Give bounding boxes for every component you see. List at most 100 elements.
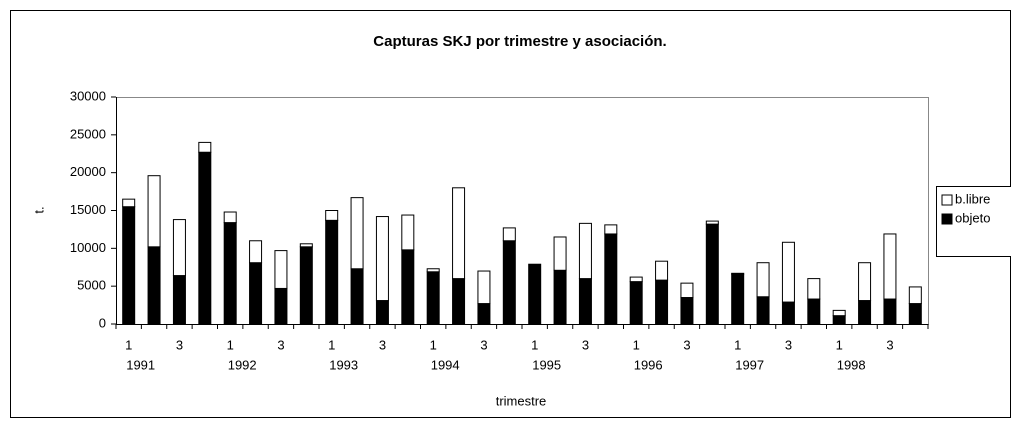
x-tick-label: 3 xyxy=(277,337,284,352)
x-tick-label: 3 xyxy=(683,337,690,352)
bar-segment xyxy=(832,315,846,325)
bar-segment xyxy=(858,262,872,302)
bar-segment xyxy=(832,309,846,317)
y-tick-label: 5000 xyxy=(77,278,106,293)
x-tick-label: 3 xyxy=(379,337,386,352)
bar-segment xyxy=(274,287,288,325)
bar-segment xyxy=(249,262,263,325)
bar-segment xyxy=(807,278,821,300)
bar-segment xyxy=(680,297,694,325)
bar-segment xyxy=(604,233,618,325)
y-tick-label: 30000 xyxy=(70,88,106,103)
bar-segment xyxy=(401,249,415,325)
legend-swatch xyxy=(941,213,953,225)
year-label: 1992 xyxy=(228,357,257,372)
x-tick-label: 3 xyxy=(582,337,589,352)
x-tick-label: 1 xyxy=(430,337,437,352)
bar-segment xyxy=(452,187,466,280)
bar-segment xyxy=(223,222,237,325)
bar-segment xyxy=(350,197,364,270)
year-label: 1998 xyxy=(837,357,866,372)
bar-segment xyxy=(325,210,339,221)
year-label: 1991 xyxy=(126,357,155,372)
y-tick-label: 25000 xyxy=(70,126,106,141)
bar-segment xyxy=(655,260,669,281)
bar-segment xyxy=(198,151,212,325)
bar-segment xyxy=(883,233,897,300)
bar-segment xyxy=(122,206,136,325)
bar-segment xyxy=(375,300,389,325)
bar-segment xyxy=(172,219,186,277)
x-tick-label: 1 xyxy=(633,337,640,352)
bar-segment xyxy=(908,286,922,305)
bar-segment xyxy=(477,270,491,305)
bar-segment xyxy=(781,241,795,303)
bar-segment xyxy=(908,303,922,325)
bar-segment xyxy=(807,298,821,325)
x-tick-label: 3 xyxy=(176,337,183,352)
bar-segment xyxy=(705,223,719,325)
x-tick-label: 1 xyxy=(328,337,335,352)
x-tick-label: 3 xyxy=(785,337,792,352)
bar-segment xyxy=(655,279,669,325)
bar-segment xyxy=(350,268,364,325)
bar-segment xyxy=(731,273,745,325)
bar-segment xyxy=(553,236,567,271)
bar-segment xyxy=(299,246,313,325)
bar-segment xyxy=(756,296,770,325)
chart-title: Capturas SKJ por trimestre y asociación. xyxy=(373,33,666,50)
bar-segment xyxy=(198,141,212,153)
y-tick-label: 20000 xyxy=(70,164,106,179)
legend-label: b.libre xyxy=(955,191,990,206)
x-tick-label: 3 xyxy=(886,337,893,352)
bar-segment xyxy=(375,216,389,302)
bar-segment xyxy=(452,278,466,325)
bar-segment xyxy=(426,271,440,325)
year-label: 1997 xyxy=(735,357,764,372)
bar-segment xyxy=(502,240,516,325)
bar-segment xyxy=(883,298,897,325)
y-tick-label: 10000 xyxy=(70,240,106,255)
bar-segment xyxy=(223,211,237,224)
bar-segment xyxy=(629,276,643,283)
bar-segment xyxy=(604,224,618,235)
bar-segment xyxy=(426,268,440,273)
x-axis-label: trimestre xyxy=(496,393,547,408)
y-tick-label: 0 xyxy=(99,315,106,330)
bar-segment xyxy=(731,272,745,275)
x-tick-label: 1 xyxy=(227,337,234,352)
bar-segment xyxy=(705,220,719,225)
x-tick-label: 1 xyxy=(125,337,132,352)
bar-segment xyxy=(858,300,872,325)
bar-segment xyxy=(274,250,288,289)
bar-segment xyxy=(629,281,643,325)
x-tick-label: 1 xyxy=(836,337,843,352)
plot-area xyxy=(116,97,929,325)
bar-segment xyxy=(325,219,339,325)
bar-segment xyxy=(756,262,770,298)
year-label: 1993 xyxy=(329,357,358,372)
legend-label: objeto xyxy=(955,210,990,225)
x-tick-label: 3 xyxy=(480,337,487,352)
bar-segment xyxy=(680,282,694,299)
bar-segment xyxy=(502,227,516,242)
bar-segment xyxy=(122,198,136,208)
bar-segment xyxy=(477,303,491,325)
bar-segment xyxy=(249,240,263,264)
legend-swatch xyxy=(941,194,953,206)
bar-segment xyxy=(147,246,161,325)
bar-segment xyxy=(172,275,186,325)
bar-segment xyxy=(578,222,592,280)
bar-segment xyxy=(553,269,567,325)
x-tick-label: 1 xyxy=(531,337,538,352)
bar-segment xyxy=(401,214,415,251)
bar-segment xyxy=(299,243,313,248)
year-label: 1995 xyxy=(532,357,561,372)
bar-segment xyxy=(781,301,795,325)
y-tick-label: 15000 xyxy=(70,202,106,217)
bar-segment xyxy=(578,278,592,325)
y-axis-label: t. xyxy=(31,206,46,213)
bar-segment xyxy=(147,175,161,248)
x-tick-label: 1 xyxy=(734,337,741,352)
